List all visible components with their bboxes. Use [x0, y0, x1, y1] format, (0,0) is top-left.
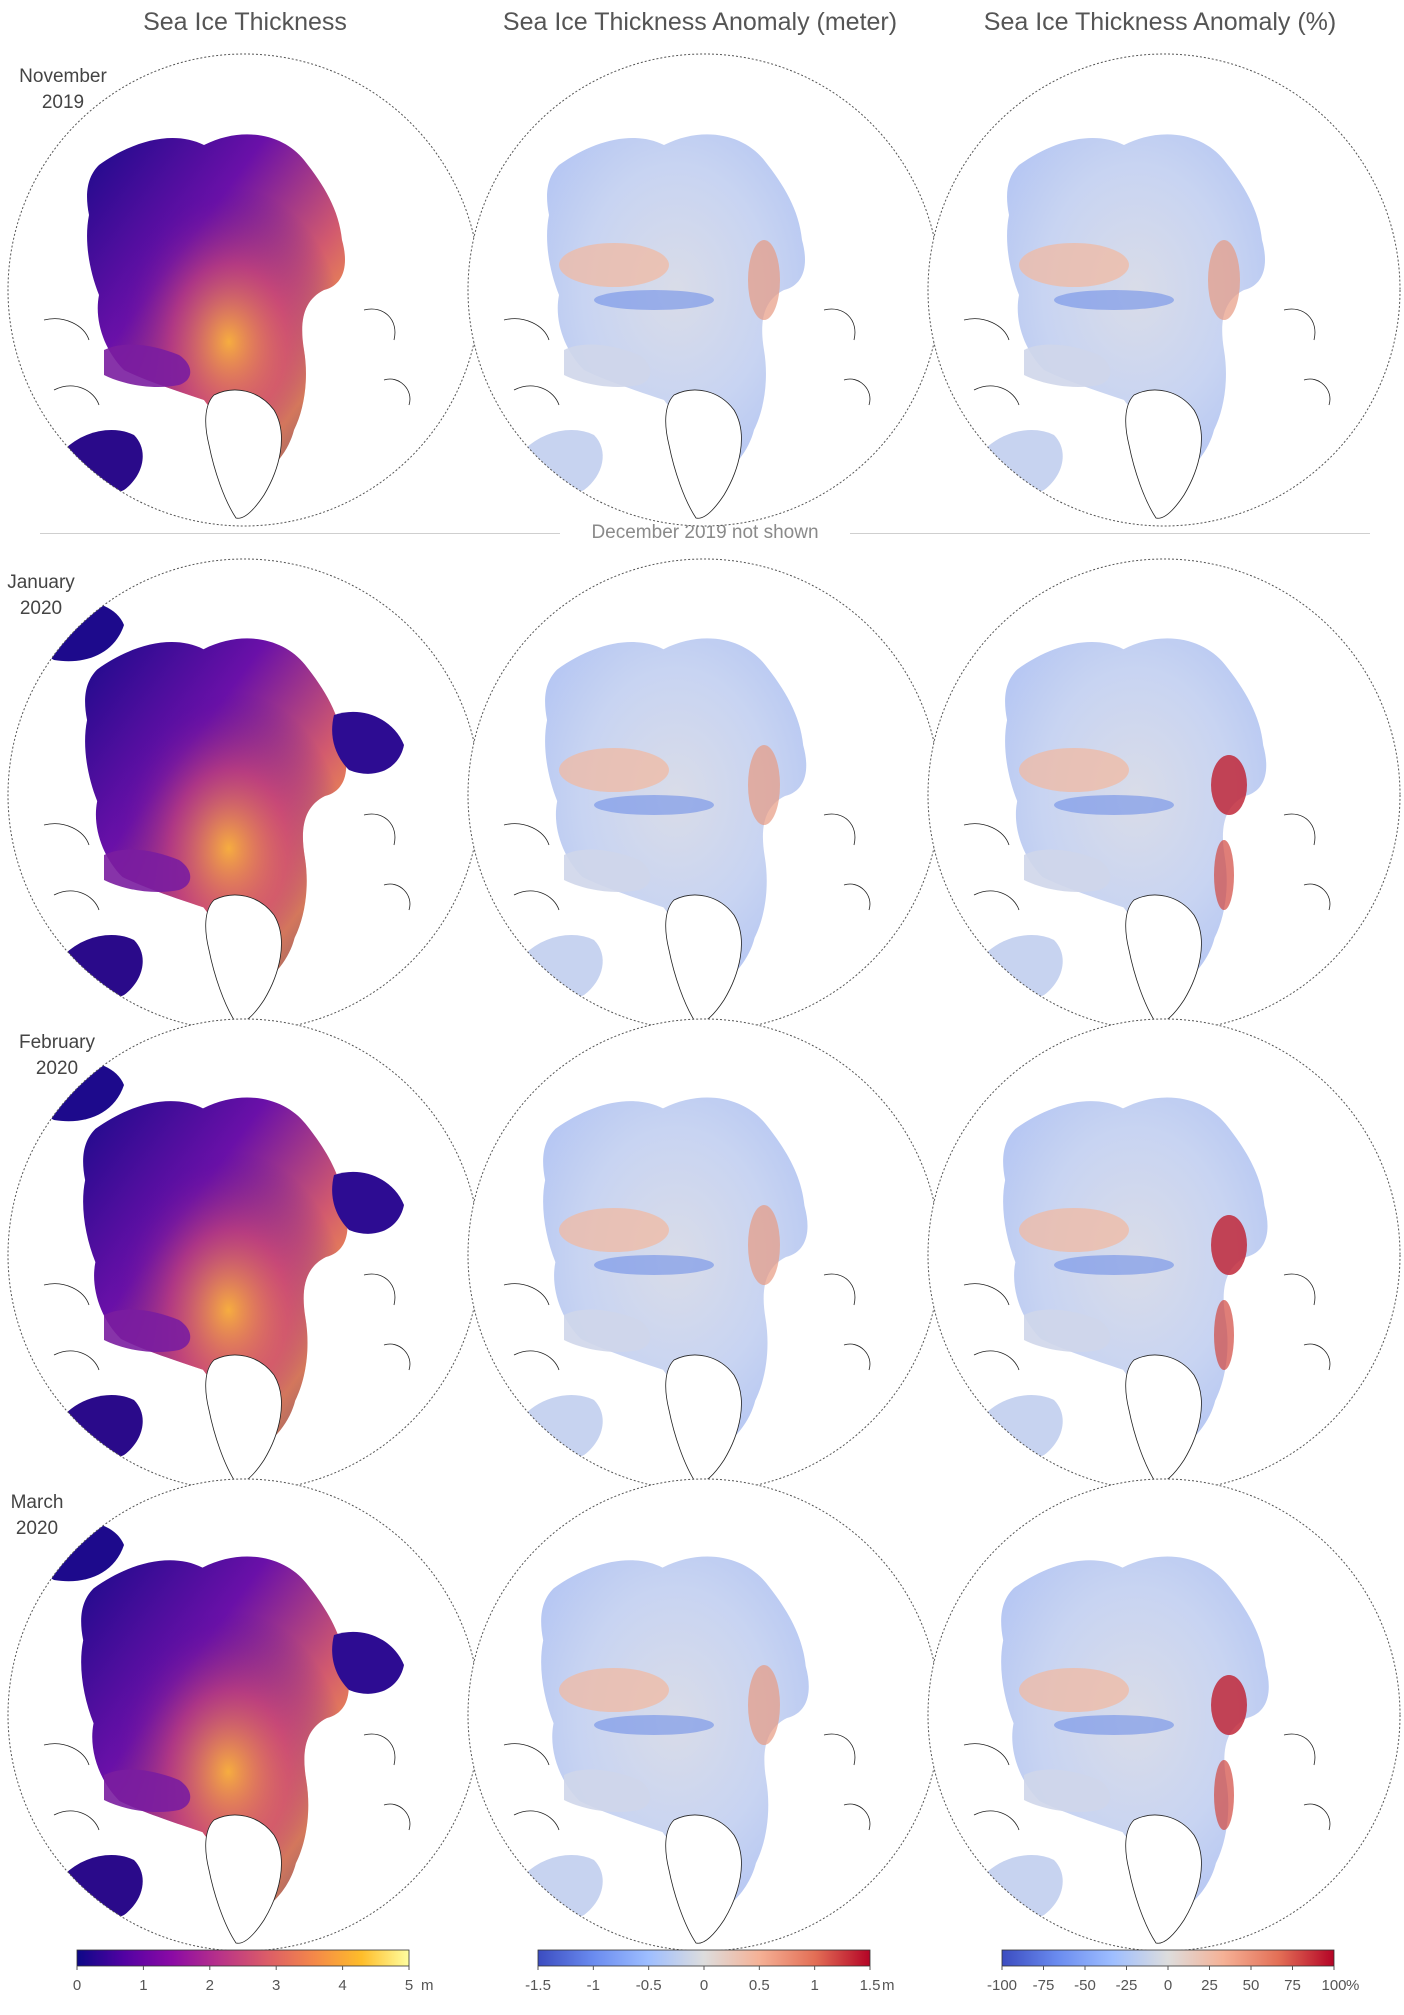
polar-map [7, 1018, 481, 1492]
map-boundary-circle [927, 1018, 1401, 1492]
polar-map [927, 1478, 1401, 1952]
sea-ice-region [1003, 1097, 1268, 1452]
colorbar-tick-label: 5 [405, 1977, 413, 1994]
row-year: 2020 [15, 1518, 59, 1539]
colorbar-tick-label: 3 [272, 1977, 280, 1994]
colorbar-tick-label: 1 [139, 1977, 147, 1994]
polar-map [927, 53, 1401, 527]
row-year: 2020 [35, 1058, 79, 1079]
colorbar-tick-label: 25 [1201, 1977, 1218, 1994]
map-panel-thickness-2 [4, 555, 484, 1035]
polar-map [7, 1478, 481, 1952]
map-panel-anomaly-percent-2 [924, 555, 1404, 1035]
greenland-landmass [665, 894, 742, 1024]
sea-ice-region [541, 1556, 809, 1916]
polar-map [467, 1018, 941, 1492]
colorbar-tick-label: -75 [1033, 1977, 1055, 1994]
separator-line [40, 533, 560, 534]
colorbar-tick-label: 0 [1164, 1977, 1172, 1994]
greenland-landmass [205, 1354, 282, 1484]
polar-map [467, 53, 941, 527]
map-panel-thickness-3 [4, 1015, 484, 1495]
polar-map [927, 1018, 1401, 1492]
colorbar-tick-label: -1.5 [525, 1977, 551, 1994]
polar-map [927, 558, 1401, 1032]
colorbar-unit-label: m [882, 1977, 895, 1994]
colorbar-tick-label: 1.5 [860, 1977, 881, 1994]
map-panel-anomaly-percent-1 [924, 50, 1404, 530]
column-title-anomaly-meter: Sea Ice Thickness Anomaly (meter) [502, 8, 898, 36]
greenland-landmass [1125, 894, 1202, 1024]
greenland-landmass [665, 1354, 742, 1484]
colorbar-tick-label: 2 [206, 1977, 214, 1994]
map-panel-anomaly-percent-3 [924, 1015, 1404, 1495]
colorbar-tick-label: 0 [700, 1977, 708, 1994]
greenland-landmass [1125, 1354, 1202, 1484]
greenland-landmass [205, 1814, 282, 1944]
row-year: 2019 [41, 92, 85, 113]
colorbar-tick-label: 0.5 [749, 1977, 770, 1994]
map-panel-anomaly-meter-2 [464, 555, 944, 1035]
greenland-landmass [205, 389, 282, 519]
row-month: March [10, 1492, 64, 1513]
colorbar-tick-label: -100 [987, 1977, 1017, 1994]
polar-map [7, 53, 481, 527]
polar-map [467, 558, 941, 1032]
colorbar-tick-label: -50 [1074, 1977, 1096, 1994]
colorbar-anomaly-meter: -1.5 -1 -0.5 0 0.5 1 1.5 m [518, 1949, 898, 2000]
colorbar-tick-label: 0 [73, 1977, 81, 1994]
map-panel-thickness-4 [4, 1475, 484, 1955]
separator-note: December 2019 not shown [591, 522, 819, 543]
map-boundary-circle [927, 558, 1401, 1032]
row-month: November [19, 66, 107, 87]
colorbar-gradient [1001, 1949, 1335, 1967]
colorbar-tick-label: -25 [1116, 1977, 1138, 1994]
map-panel-anomaly-meter-3 [464, 1015, 944, 1495]
row-month: February [18, 1032, 96, 1053]
map-boundary-circle [927, 1478, 1401, 1952]
colorbar-tick-label: 50 [1243, 1977, 1260, 1994]
greenland-landmass [1125, 389, 1202, 519]
column-title-anomaly-percent: Sea Ice Thickness Anomaly (%) [983, 8, 1337, 36]
sea-ice-region [1001, 1556, 1269, 1916]
row-year: 2020 [19, 598, 63, 619]
greenland-landmass [1125, 1814, 1202, 1944]
colorbar-tick-label: -1 [587, 1977, 600, 1994]
colorbar-tick-label: 100 [1321, 1977, 1346, 1994]
colorbar-gradient [537, 1949, 871, 1967]
greenland-landmass [205, 894, 282, 1024]
sea-ice-region [543, 1097, 808, 1452]
separator-line [850, 533, 1370, 534]
colorbar-unit-label: % [1346, 1977, 1359, 1994]
map-panel-anomaly-meter-4 [464, 1475, 944, 1955]
colorbar-tick-label: -0.5 [636, 1977, 662, 1994]
column-title-thickness: Sea Ice Thickness [143, 8, 347, 36]
colorbar-tick-label: 4 [338, 1977, 346, 1994]
greenland-landmass [665, 389, 742, 519]
map-panel-anomaly-meter-1 [464, 50, 944, 530]
row-label-march-2020: March 2020 [0, 1490, 92, 1542]
greenland-landmass [665, 1814, 742, 1944]
polar-map [7, 558, 481, 1032]
colorbar-anomaly-meter-graphic: -1.5 -1 -0.5 0 0.5 1 1.5 m [525, 1949, 895, 1994]
colorbar-anomaly-percent-graphic: -100 -75 -50 -25 0 25 50 75 100% [987, 1949, 1359, 1994]
row-label-february-2020: February 2020 [2, 1030, 112, 1082]
map-boundary-circle [927, 53, 1401, 527]
polar-map [467, 1478, 941, 1952]
map-panel-thickness-1 [4, 50, 484, 530]
colorbar-anomaly-percent: -100 -75 -50 -25 0 25 50 75 100% [984, 1949, 1364, 2000]
row-label-january-2020: January 2020 [0, 570, 96, 622]
row-label-november-2019: November 2019 [8, 64, 118, 116]
map-panel-anomaly-percent-4 [924, 1475, 1404, 1955]
colorbar-gradient [76, 1949, 410, 1967]
colorbar-tick-label: 75 [1284, 1977, 1301, 1994]
colorbar-tick-label: 1 [810, 1977, 818, 1994]
colorbar-unit-label: m [421, 1977, 434, 1994]
row-month: January [7, 572, 75, 593]
